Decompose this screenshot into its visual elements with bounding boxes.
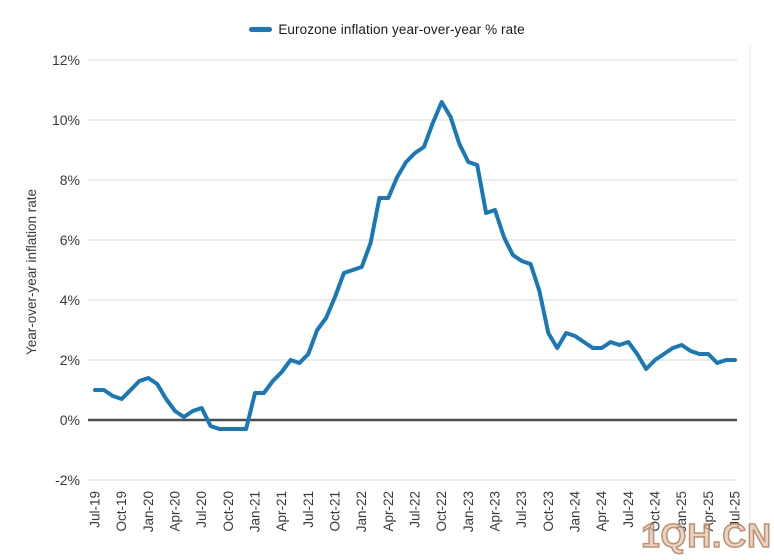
y-tick-label: 4%	[60, 292, 80, 308]
x-tick-label: Jan-20	[141, 491, 156, 532]
x-tick-label: Apr-21	[274, 491, 289, 532]
x-tick-label: Jul-19	[88, 491, 103, 528]
x-tick-label: Jan-23	[461, 491, 476, 532]
x-tick-label: Jul-24	[621, 491, 636, 528]
x-tick-label: Apr-23	[488, 491, 503, 532]
x-tick-label: Apr-25	[701, 491, 716, 532]
x-tick-label: Oct-21	[328, 491, 343, 532]
x-tick-label: Jan-24	[568, 491, 583, 533]
y-tick-label: 10%	[52, 112, 80, 128]
x-tick-label: Jan-22	[354, 491, 369, 532]
y-tick-label: -2%	[55, 472, 80, 488]
y-axis-title: Year-over-year inflation rate	[24, 189, 39, 355]
x-tick-label: Apr-24	[594, 491, 609, 532]
y-tick-label: 8%	[60, 172, 80, 188]
x-tick-label: Oct-20	[221, 491, 236, 532]
x-tick-label: Apr-20	[168, 491, 183, 532]
x-tick-label: Oct-23	[541, 491, 556, 532]
series-line-eurozone-inflation	[93, 100, 737, 431]
x-axis-tick-labels: Jul-19 Oct-19 Jan-20 Apr-20 Jul-20 Oct-20 Jan-…	[88, 491, 743, 533]
watermark: 1QH.CN	[641, 517, 772, 554]
x-tick-label: Jan-21	[248, 491, 263, 532]
y-tick-label: 2%	[60, 352, 80, 368]
x-tick-label: Jul-21	[301, 491, 316, 528]
legend-label: Eurozone inflation year-over-year % rate	[278, 22, 525, 37]
gridlines	[88, 45, 751, 545]
x-tick-label: Jul-20	[194, 491, 209, 528]
y-axis-tick-labels: 12% 10% 8% 6% 4% 2% 0% -2%	[52, 52, 80, 488]
x-tick-label: Jan-25	[674, 491, 689, 532]
y-tick-label: 6%	[60, 232, 80, 248]
x-tick-label: Apr-22	[381, 491, 396, 532]
x-tick-label: Jul-25	[728, 491, 743, 528]
x-tick-label: Jul-23	[514, 491, 529, 528]
x-tick-label: Oct-19	[114, 491, 129, 532]
legend-line-marker	[249, 27, 273, 32]
y-tick-label: 0%	[60, 412, 80, 428]
x-tick-label: Oct-22	[434, 491, 449, 532]
x-tick-label: Jul-22	[408, 491, 423, 528]
x-tick-label: Oct-24	[648, 491, 663, 532]
y-tick-label: 12%	[52, 52, 80, 68]
legend: Eurozone inflation year-over-year % rate	[0, 22, 774, 37]
